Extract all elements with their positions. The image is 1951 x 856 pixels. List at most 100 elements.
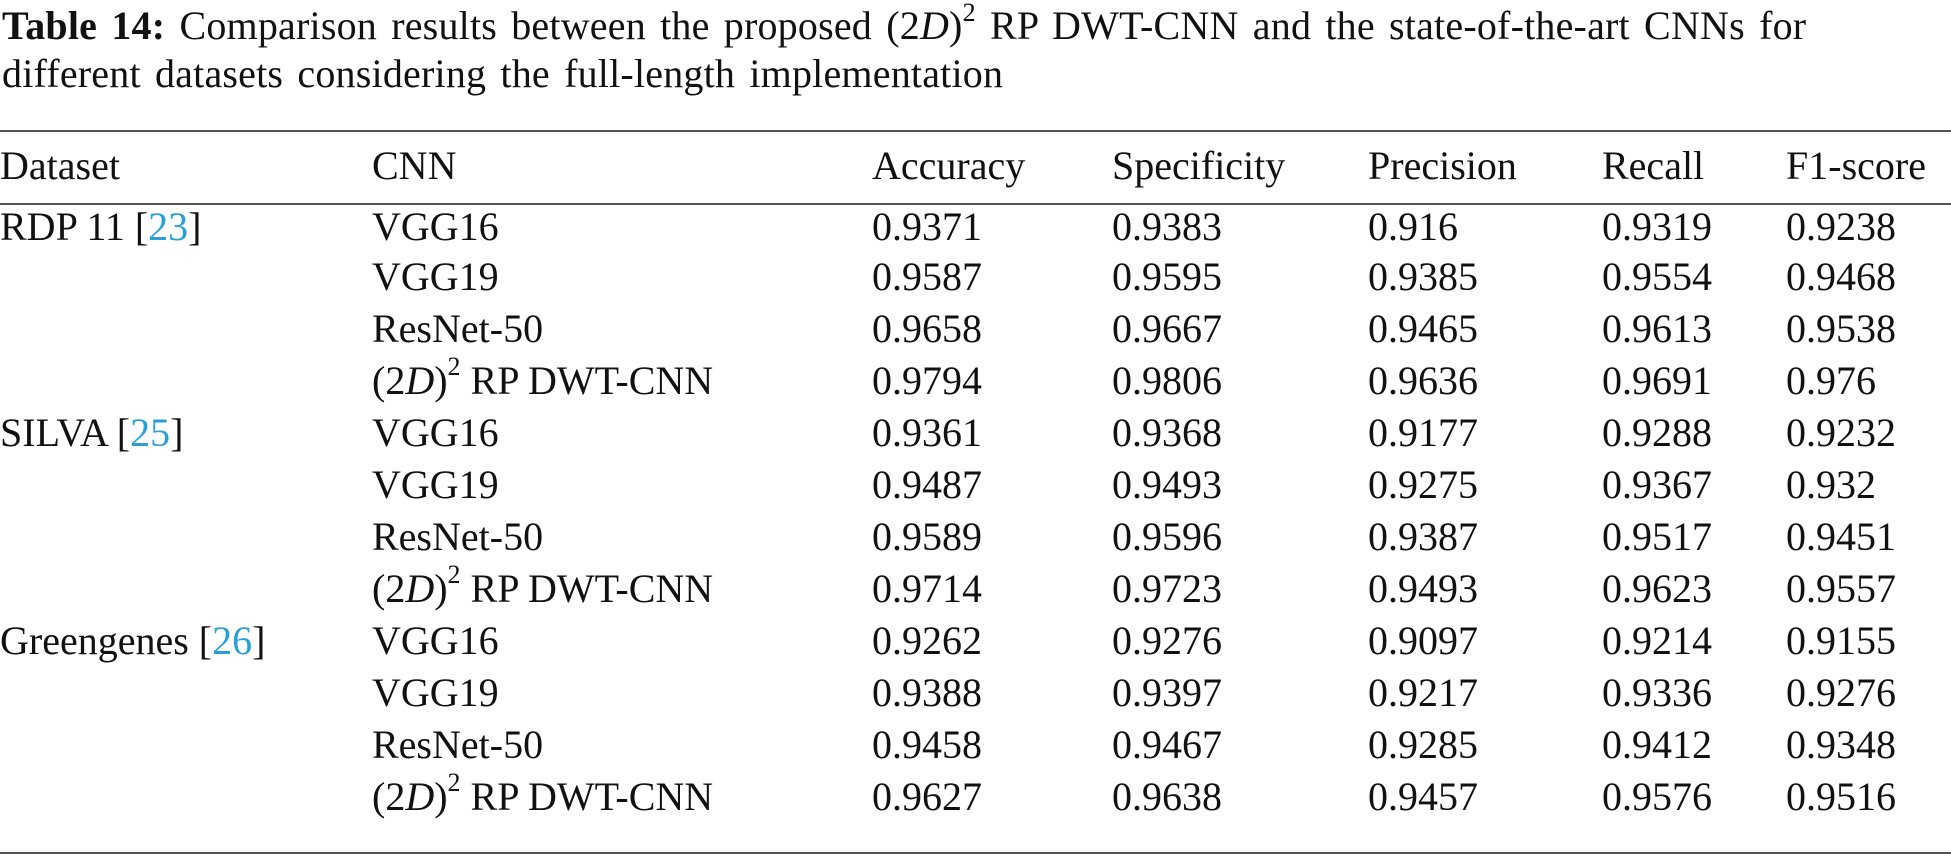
specificity-cell: 0.9638 [1112,773,1222,819]
table-body: RDP 11 [23] VGG16 0.9371 0.9383 0.916 0.9319 0… [0,193,1951,822]
cnn-name: ResNet-50 [372,513,544,559]
accuracy-cell: 0.9262 [872,617,982,663]
caption-label: Table 14: [2,3,166,48]
table-header-row: Dataset CNN Accuracy Specificity Precisi… [0,142,1951,193]
accuracy-cell: 0.9361 [872,409,982,455]
specificity-cell: 0.9276 [1112,617,1222,663]
specificity-cell: 0.9596 [1112,513,1222,559]
citation-link[interactable]: 23 [148,204,189,249]
accuracy-cell: 0.9658 [872,305,982,351]
cnn-cell: (2D)2 RP DWT-CNN [372,354,872,406]
precision-cell: 0.9385 [1368,253,1478,299]
dataset-name: RDP 11 [0,204,125,249]
cnn-cell: VGG19 [372,458,872,510]
f1-cell: 0.9232 [1786,409,1896,455]
cnn-cell: VGG16 [372,614,872,666]
dataset-cell [0,666,372,718]
accuracy-cell: 0.9714 [872,565,982,611]
precision-cell: 0.9493 [1368,565,1478,611]
cnn-cell: ResNet-50 [372,718,872,770]
f1-cell: 0.9238 [1786,204,1896,249]
precision-cell: 0.9465 [1368,305,1478,351]
precision-cell: 0.9387 [1368,513,1478,559]
specificity-cell: 0.9667 [1112,305,1222,351]
precision-cell: 0.916 [1368,204,1458,249]
accuracy-cell: 0.9388 [872,669,982,715]
precision-cell: 0.9275 [1368,461,1478,507]
cnn-name: VGG19 [372,253,499,299]
cnn-name: ResNet-50 [372,305,544,351]
table-row: ResNet-50 0.9458 0.9467 0.9285 0.9412 0.9348 [0,718,1951,770]
dataset-cell [0,510,372,562]
table-row: ResNet-50 0.9658 0.9667 0.9465 0.9613 0.9538 [0,302,1951,354]
recall-cell: 0.9576 [1602,773,1712,819]
table-row: SILVA [25] VGG16 0.9361 0.9368 0.9177 0.9288 0… [0,406,1951,458]
precision-cell: 0.9097 [1368,617,1478,663]
table-caption: Table 14: Comparison results between the… [2,0,1947,98]
f1-cell: 0.9451 [1786,513,1896,559]
table-row: (2D)2 RP DWT-CNN 0.9794 0.9806 0.9636 0.9691… [0,354,1951,406]
specificity-cell: 0.9806 [1112,357,1222,403]
f1-cell: 0.932 [1786,461,1876,507]
specificity-cell: 0.9493 [1112,461,1222,507]
table-top-rule [0,130,1951,132]
specificity-cell: 0.9595 [1112,253,1222,299]
table-row: (2D)2 RP DWT-CNN 0.9714 0.9723 0.9493 0.9623… [0,562,1951,614]
precision-cell: 0.9457 [1368,773,1478,819]
recall-cell: 0.9623 [1602,565,1712,611]
citation-link[interactable]: 26 [212,617,253,663]
recall-cell: 0.9214 [1602,617,1712,663]
results-table: Dataset CNN Accuracy Specificity Precisi… [0,142,1951,822]
cnn-name: VGG16 [372,409,499,455]
dataset-name: SILVA [0,409,107,455]
accuracy-cell: 0.9794 [872,357,982,403]
cnn-cell: (2D)2 RP DWT-CNN [372,562,872,614]
accuracy-cell: 0.9589 [872,513,982,559]
caption-text-before: Comparison results between the proposed [179,3,873,48]
caption-math-2d-squared: (2D)2 [886,0,976,48]
dataset-cell: Greengenes [26] [0,617,266,663]
accuracy-cell: 0.9371 [872,204,982,249]
cnn-name: VGG19 [372,461,499,507]
citation-link[interactable]: 25 [130,409,171,455]
dataset-name: Greengenes [0,617,189,663]
precision-cell: 0.9217 [1368,669,1478,715]
specificity-cell: 0.9383 [1112,204,1222,249]
table-row: VGG19 0.9388 0.9397 0.9217 0.9336 0.9276 [0,666,1951,718]
cnn-cell: VGG16 [372,193,872,250]
recall-cell: 0.9613 [1602,305,1712,351]
cnn-name: RP DWT-CNN [470,357,714,403]
recall-cell: 0.9288 [1602,409,1712,455]
cnn-math-2d-squared: (2D)2 [372,352,461,403]
header-recall: Recall [1602,143,1705,188]
f1-cell: 0.9516 [1786,773,1896,819]
cnn-name: ResNet-50 [372,721,544,767]
cnn-name: VGG16 [372,204,499,249]
cnn-name: VGG19 [372,669,499,715]
specificity-cell: 0.9467 [1112,721,1222,767]
f1-cell: 0.9155 [1786,617,1896,663]
precision-cell: 0.9177 [1368,409,1478,455]
cnn-math-2d-squared: (2D)2 [372,768,461,819]
accuracy-cell: 0.9627 [872,773,982,819]
f1-cell: 0.9348 [1786,721,1896,767]
cnn-name: RP DWT-CNN [470,565,714,611]
recall-cell: 0.9517 [1602,513,1712,559]
header-cnn: CNN [372,143,457,188]
dataset-cell: SILVA [25] [0,409,184,455]
cnn-cell: VGG16 [372,406,872,458]
dataset-cell [0,770,372,822]
header-dataset: Dataset [0,143,120,188]
header-precision: Precision [1368,143,1517,188]
cnn-cell: VGG19 [372,250,872,302]
f1-cell: 0.9276 [1786,669,1896,715]
recall-cell: 0.9319 [1602,204,1712,249]
table-bottom-rule [0,852,1951,854]
table-row: Greengenes [26] VGG16 0.9262 0.9276 0.9097 0.… [0,614,1951,666]
dataset-cell [0,458,372,510]
f1-cell: 0.9468 [1786,253,1896,299]
f1-cell: 0.9557 [1786,565,1896,611]
header-specificity: Specificity [1112,143,1286,188]
table-row: ResNet-50 0.9589 0.9596 0.9387 0.9517 0.9451 [0,510,1951,562]
recall-cell: 0.9554 [1602,253,1712,299]
